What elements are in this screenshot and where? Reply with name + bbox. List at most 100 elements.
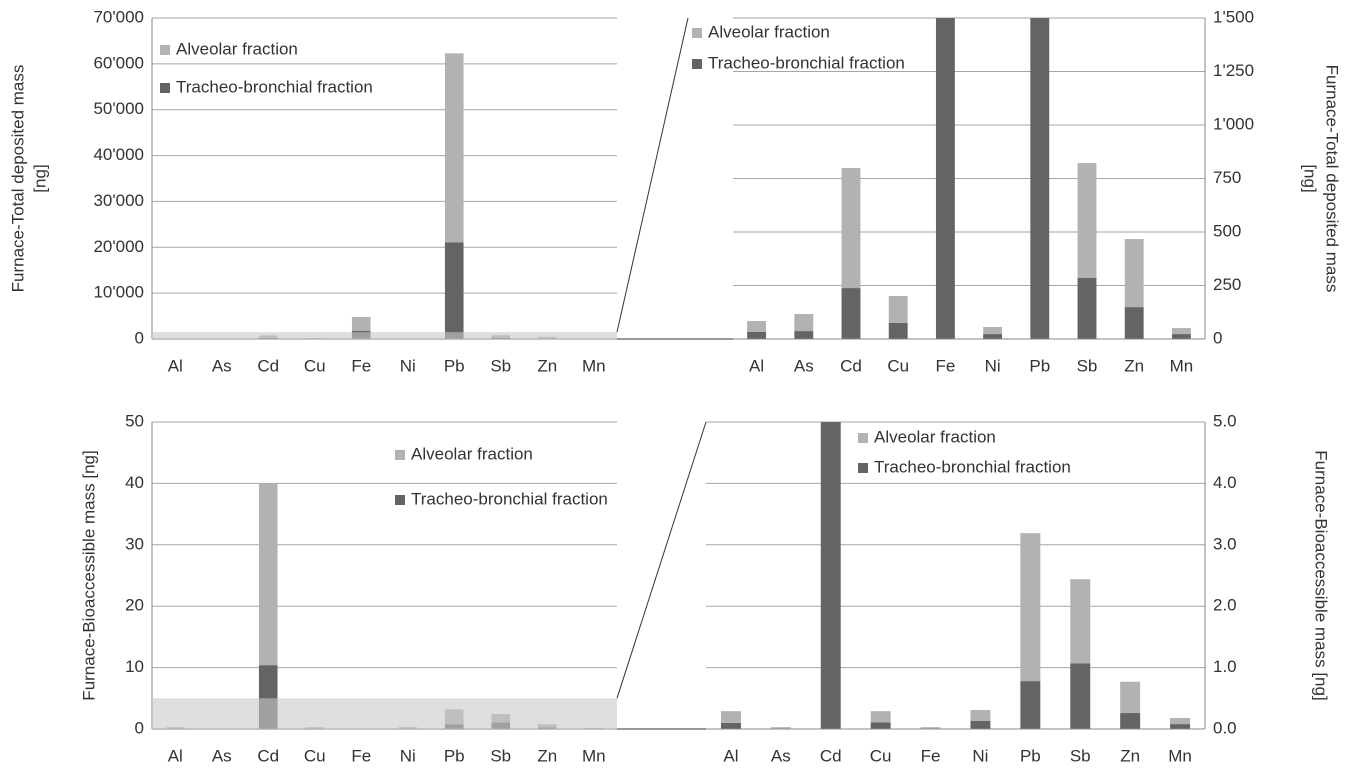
legend-label: Alveolar fraction bbox=[874, 427, 996, 446]
bar-segment bbox=[870, 711, 891, 723]
bar-segment bbox=[1124, 239, 1144, 308]
bar-segment bbox=[351, 316, 371, 331]
x-tick-label: Mn bbox=[582, 746, 606, 765]
y-tick-label: 2.0 bbox=[1213, 596, 1237, 615]
x-tick-label: Cd bbox=[257, 356, 279, 375]
legend-label: Alveolar fraction bbox=[176, 39, 298, 58]
legend-swatch bbox=[858, 433, 868, 443]
legend-swatch bbox=[395, 495, 405, 505]
y-tick-label: 0 bbox=[135, 328, 144, 347]
bar-segment bbox=[1171, 334, 1191, 339]
x-tick-label: As bbox=[212, 746, 232, 765]
bar-segment bbox=[1124, 307, 1144, 339]
legend-label: Alveolar fraction bbox=[708, 22, 830, 41]
bar-segment bbox=[1020, 533, 1041, 682]
x-tick-label: Cu bbox=[870, 746, 892, 765]
x-tick-label: Ni bbox=[972, 746, 988, 765]
y-axis-title: Furnace-Bioaccessible mass [ng] bbox=[1312, 450, 1331, 700]
y-tick-label: 30'000 bbox=[93, 191, 144, 210]
zoom-connector bbox=[616, 421, 707, 699]
y-tick-label: 60'000 bbox=[93, 53, 144, 72]
bar-segment bbox=[888, 322, 908, 339]
x-tick-label: Mn bbox=[582, 356, 606, 375]
x-tick-label: As bbox=[794, 356, 814, 375]
bar-segment bbox=[444, 53, 464, 243]
x-tick-label: Zn bbox=[1120, 746, 1140, 765]
bar-segment bbox=[888, 295, 908, 323]
bar-segment bbox=[1170, 724, 1191, 729]
x-tick-label: Cu bbox=[887, 356, 909, 375]
x-tick-label: Pb bbox=[1020, 746, 1041, 765]
x-tick-label: Fe bbox=[935, 356, 955, 375]
x-tick-label: Cd bbox=[257, 746, 279, 765]
bar-segment bbox=[794, 331, 814, 339]
y-tick-label: 50 bbox=[125, 411, 144, 430]
bar-segment bbox=[1070, 579, 1091, 664]
x-tick-label: Fe bbox=[351, 746, 371, 765]
y-axis-title: Furnace-Total deposited mass bbox=[8, 65, 27, 293]
y-tick-label: 1'250 bbox=[1213, 61, 1254, 80]
x-tick-label: Al bbox=[723, 746, 738, 765]
x-tick-label: Sb bbox=[490, 356, 511, 375]
bar-segment bbox=[444, 242, 464, 339]
bar-segment bbox=[920, 727, 941, 729]
bar-segment bbox=[720, 711, 741, 723]
x-tick-label: Fe bbox=[351, 356, 371, 375]
y-tick-label: 30 bbox=[125, 534, 144, 553]
bar-segment bbox=[720, 722, 741, 729]
x-tick-label: As bbox=[771, 746, 791, 765]
x-tick-label: Mn bbox=[1170, 356, 1194, 375]
zoom-band bbox=[152, 698, 617, 729]
x-tick-label: Al bbox=[168, 746, 183, 765]
x-tick-label: Zn bbox=[537, 356, 557, 375]
y-tick-label: 40'000 bbox=[93, 145, 144, 164]
legend-swatch bbox=[160, 83, 170, 93]
y-tick-label: 500 bbox=[1213, 221, 1241, 240]
legend-swatch bbox=[858, 463, 868, 473]
bar-segment bbox=[1077, 163, 1097, 279]
y-tick-label: 40 bbox=[125, 473, 144, 492]
zoom-band bbox=[152, 332, 617, 339]
y-tick-label: 0 bbox=[1213, 328, 1222, 347]
zoom-connector bbox=[616, 17, 689, 333]
bar-segment bbox=[1171, 328, 1191, 335]
x-tick-label: Ni bbox=[400, 356, 416, 375]
x-tick-label: Cu bbox=[304, 356, 326, 375]
y-tick-label: 20 bbox=[125, 596, 144, 615]
x-tick-label: Sb bbox=[1070, 746, 1091, 765]
y-tick-label: 1'000 bbox=[1213, 114, 1254, 133]
y-tick-label: 750 bbox=[1213, 168, 1241, 187]
y-tick-label: 5.0 bbox=[1213, 411, 1237, 430]
bar-segment bbox=[841, 168, 861, 289]
bar-segment bbox=[935, 18, 955, 339]
bar-segment bbox=[820, 422, 841, 729]
bar-segment bbox=[870, 722, 891, 729]
y-tick-label: 1.0 bbox=[1213, 657, 1237, 676]
bar-segment bbox=[983, 334, 1003, 339]
y-axis-title: [ng] bbox=[1301, 164, 1320, 192]
bar-segment bbox=[1030, 18, 1050, 339]
legend-swatch bbox=[692, 59, 702, 69]
legend-label: Tracheo-bronchial fraction bbox=[874, 457, 1071, 476]
x-tick-label: Sb bbox=[490, 746, 511, 765]
x-tick-label: Mn bbox=[1168, 746, 1192, 765]
x-tick-label: Pb bbox=[444, 356, 465, 375]
x-tick-label: Cd bbox=[820, 746, 842, 765]
legend-swatch bbox=[692, 28, 702, 38]
x-tick-label: Cu bbox=[304, 746, 326, 765]
x-tick-label: Zn bbox=[537, 746, 557, 765]
x-tick-label: Al bbox=[749, 356, 764, 375]
bar-segment bbox=[970, 721, 991, 729]
bar-segment bbox=[258, 483, 278, 666]
y-tick-label: 70'000 bbox=[93, 7, 144, 26]
y-tick-label: 0.0 bbox=[1213, 718, 1237, 737]
bar-segment bbox=[841, 288, 861, 339]
bar-segment bbox=[1070, 663, 1091, 729]
y-axis-title: Furnace-Total deposited mass bbox=[1323, 65, 1342, 293]
bar-segment bbox=[1077, 278, 1097, 339]
x-tick-label: Fe bbox=[921, 746, 941, 765]
y-tick-label: 1'500 bbox=[1213, 7, 1254, 26]
y-tick-label: 0 bbox=[135, 718, 144, 737]
y-tick-label: 20'000 bbox=[93, 237, 144, 256]
